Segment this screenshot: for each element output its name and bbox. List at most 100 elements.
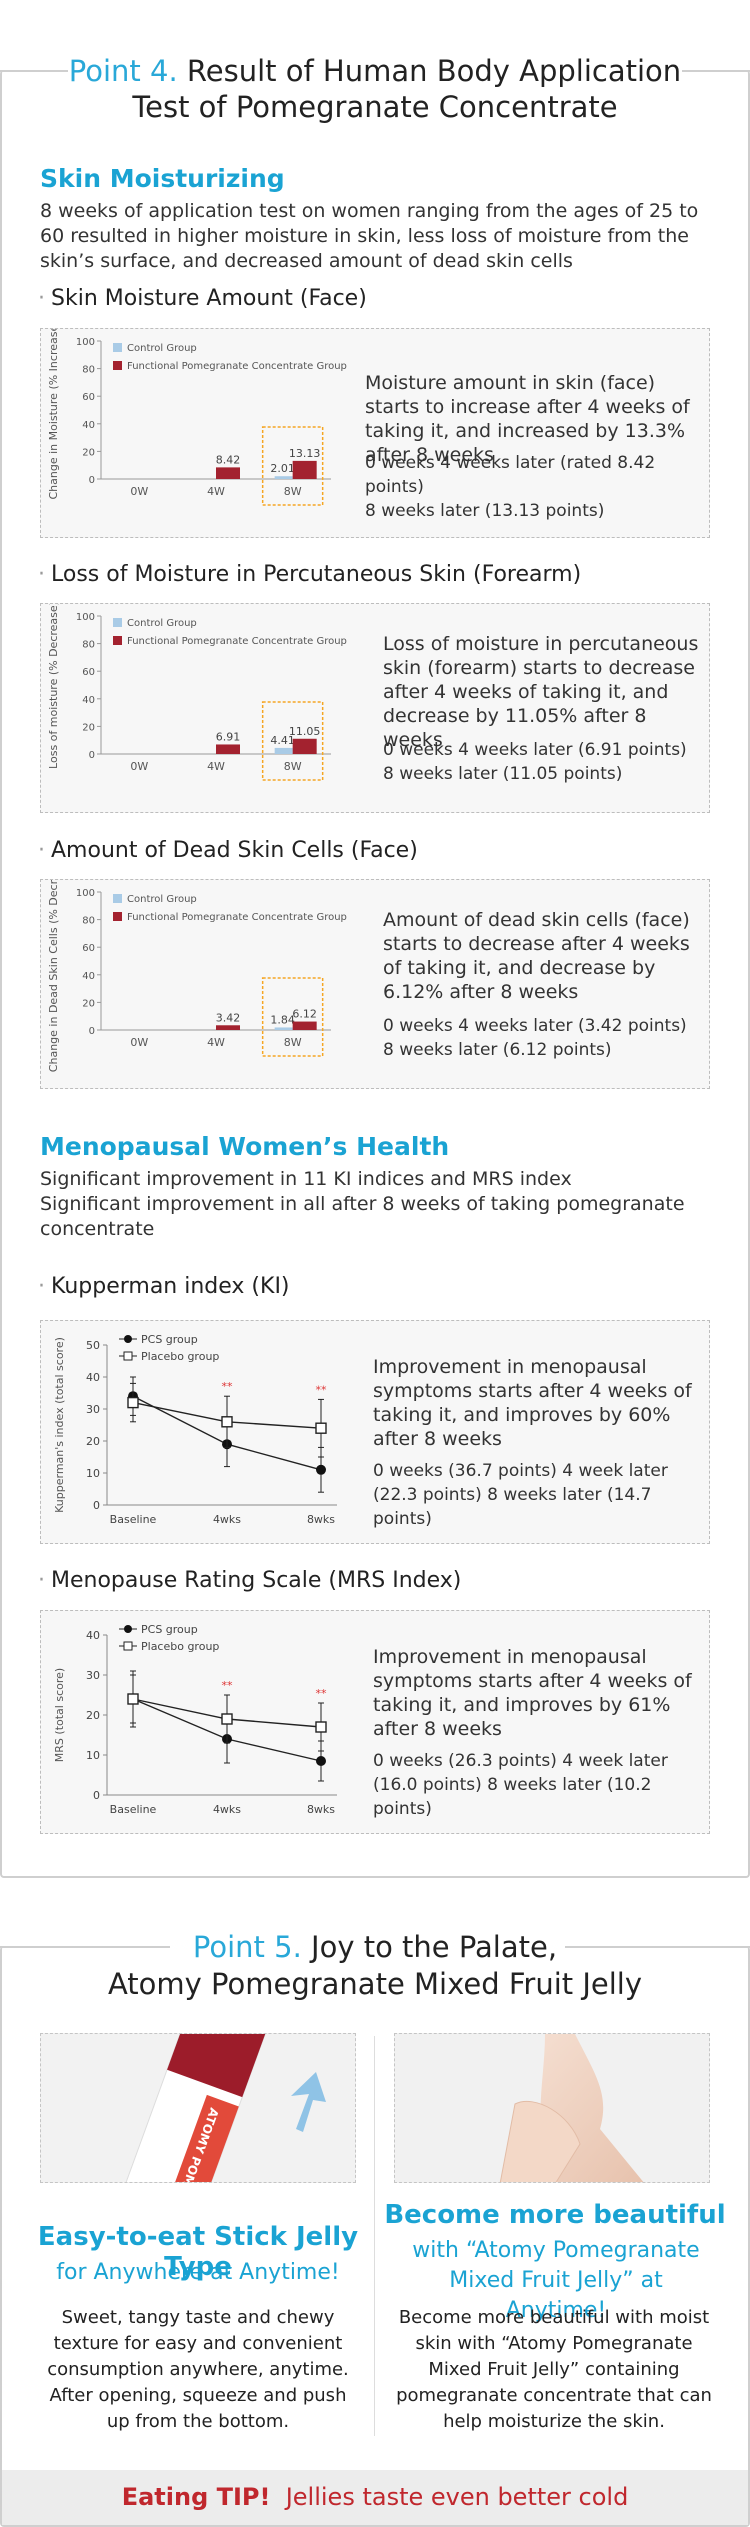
y-tick-label: 60 — [82, 392, 95, 403]
bar-pomegranate — [292, 1021, 317, 1030]
y-tick-label: 20 — [82, 722, 95, 733]
legend-swatch — [113, 636, 122, 645]
point5-title-line2: Atomy Pomegranate Mixed Fruit Jelly — [107, 1967, 643, 2001]
legend-marker — [123, 1641, 133, 1651]
legend-label: Control Group — [127, 618, 197, 629]
x-tick-label: Baseline — [110, 1803, 157, 1816]
point4-title: Point 4. Result of Human Body Applicatio… — [0, 52, 750, 90]
significance-mark: ** — [316, 1687, 328, 1700]
chart-points: 0 weeks 4 weeks later (6.91 points) 8 we… — [383, 740, 687, 784]
legend-label: Functional Pomegranate Concentrate Group — [127, 912, 347, 923]
y-tick-label: 100 — [76, 337, 95, 348]
highlight-box — [261, 701, 324, 781]
point4-title-line2: Test of Pomegranate Concentrate — [132, 90, 618, 124]
y-tick-label: 0 — [93, 1789, 100, 1802]
x-tick-label: 0W — [130, 1036, 148, 1049]
point5-title-line1: Joy to the Palate, — [311, 1930, 558, 1964]
data-point-placebo — [221, 1713, 233, 1725]
data-point-pcs — [316, 1756, 326, 1766]
chart-label-moisture-loss: Loss of Moisture in Percutaneous Skin (F… — [38, 562, 581, 587]
chart-panel-kupperman: Kupperman's index (total score) 0 10 20 30 40… — [40, 1320, 710, 1544]
y-tick-label: 80 — [82, 365, 95, 376]
eating-tip-text: Jellies taste even better cold — [285, 2483, 629, 2511]
chart-summary: Amount of dead skin cells (face) starts … — [383, 909, 690, 1003]
y-tick-label: 10 — [86, 1467, 100, 1480]
bar-pomegranate — [292, 738, 317, 754]
bar-pomegranate — [216, 1025, 240, 1030]
x-tick-label: 8wks — [307, 1513, 335, 1526]
y-tick-label: 0 — [89, 750, 95, 761]
legend-marker — [124, 1335, 132, 1343]
data-label: 6.12 — [292, 1008, 317, 1021]
y-tick-label: 60 — [82, 943, 95, 954]
y-tick-label: 80 — [82, 640, 95, 651]
x-tick-label: 4W — [207, 760, 225, 773]
data-label: 4.41 — [270, 734, 295, 747]
y-tick-label: 20 — [86, 1709, 100, 1722]
significance-mark: ** — [222, 1679, 234, 1692]
x-tick-label: 0W — [130, 760, 148, 773]
chart-points: 0 weeks (26.3 points) 4 week later (16.0… — [373, 1751, 668, 1819]
woman-image — [394, 2033, 710, 2183]
chart-panel-mrs: MRS (total score) 0 10 20 30 40 Baseline 4wks **… — [40, 1610, 710, 1834]
legend-swatch — [113, 343, 122, 352]
x-tick-label: 8W — [284, 760, 302, 773]
bar-control — [274, 476, 293, 479]
y-tick-label: 10 — [86, 1749, 100, 1762]
chart-points: 0 weeks 4 weeks later (rated 8.42 points… — [365, 453, 656, 521]
point4-title-line1: Result of Human Body Application — [186, 54, 682, 88]
y-axis-label: MRS (total score) — [53, 1668, 66, 1762]
chart-label-mrs: Menopause Rating Scale (MRS Index) — [38, 1568, 461, 1593]
y-tick-label: 0 — [89, 475, 95, 486]
x-tick-label: 4wks — [213, 1803, 241, 1816]
chart-panel-moisture-loss: Loss of moisture (% Decrease) 0 20 40 60 80 10… — [40, 603, 710, 813]
legend-marker — [124, 1625, 132, 1633]
y-axis-label: Kupperman's index (total score) — [53, 1337, 66, 1513]
data-label: 8.42 — [216, 453, 241, 466]
y-tick-label: 30 — [86, 1403, 100, 1416]
frame-line — [0, 70, 68, 72]
y-tick-label: 0 — [89, 1026, 95, 1037]
x-tick-label: 4W — [207, 1036, 225, 1049]
stick-jelly-illustration: ATOMY POMEGRANATE MIXED FRUIT JELLY — [111, 2034, 326, 2182]
beauty-subtitle: with “Atomy Pomegranate Mixed Fruit Jell… — [412, 2238, 700, 2323]
frame-line — [0, 1946, 170, 1948]
chart-label-dead-skin: Amount of Dead Skin Cells (Face) — [38, 838, 418, 863]
significance-mark: ** — [316, 1383, 328, 1396]
y-tick-label: 40 — [86, 1629, 100, 1642]
bar-pomegranate — [216, 744, 240, 754]
stick-jelly-image: ATOMY POMEGRANATE MIXED FRUIT JELLY — [40, 2033, 356, 2183]
eating-tip-label: Eating TIP! — [121, 2483, 271, 2511]
y-tick-label: 80 — [82, 916, 95, 927]
y-tick-label: 40 — [82, 420, 95, 431]
y-tick-label: 100 — [76, 888, 95, 899]
point5-title: Point 5. Joy to the Palate, — [0, 1928, 750, 1966]
highlight-box — [261, 977, 324, 1057]
chart-label-moisture: Skin Moisture Amount (Face) — [38, 286, 367, 311]
menopause-description: Significant improvement in 11 KI indices… — [40, 1168, 685, 1240]
data-point-placebo — [127, 1693, 139, 1705]
highlight-box — [261, 426, 324, 506]
legend-swatch — [113, 912, 122, 921]
y-axis-label: Change in Moisture (% Increase) — [47, 329, 60, 500]
chart-summary: Loss of moisture in percutaneous skin (f… — [383, 633, 699, 751]
legend-label: Control Group — [127, 894, 197, 905]
significance-mark: ** — [222, 1380, 234, 1393]
beauty-title: Become more beautiful — [384, 2200, 726, 2230]
chart-summary: Improvement in menopausal symptoms start… — [373, 1646, 692, 1740]
data-label: 6.91 — [216, 730, 241, 743]
y-tick-label: 20 — [86, 1435, 100, 1448]
x-tick-label: 8W — [284, 485, 302, 498]
bar-chart-dead-skin: Change in Dead Skin Cells (% Decrease) 0 2… — [47, 880, 347, 1072]
y-tick-label: 40 — [86, 1371, 100, 1384]
y-tick-label: 0 — [93, 1499, 100, 1512]
point5-number: Point 5. — [192, 1930, 302, 1964]
frame-line — [565, 1946, 750, 1948]
moisturizing-description: 8 weeks of application test on women ran… — [40, 200, 699, 272]
stick-jelly-title: Easy-to-eat Stick Jelly Type — [37, 2222, 359, 2282]
menopause-heading: Menopausal Women’s Health — [40, 1132, 450, 1161]
line-chart-mrs: MRS (total score) 0 10 20 30 40 Baseline 4wks **… — [53, 1623, 337, 1816]
legend-label: Functional Pomegranate Concentrate Group — [127, 636, 347, 647]
bar-pomegranate — [292, 460, 317, 479]
data-label: 2.01 — [270, 462, 295, 475]
